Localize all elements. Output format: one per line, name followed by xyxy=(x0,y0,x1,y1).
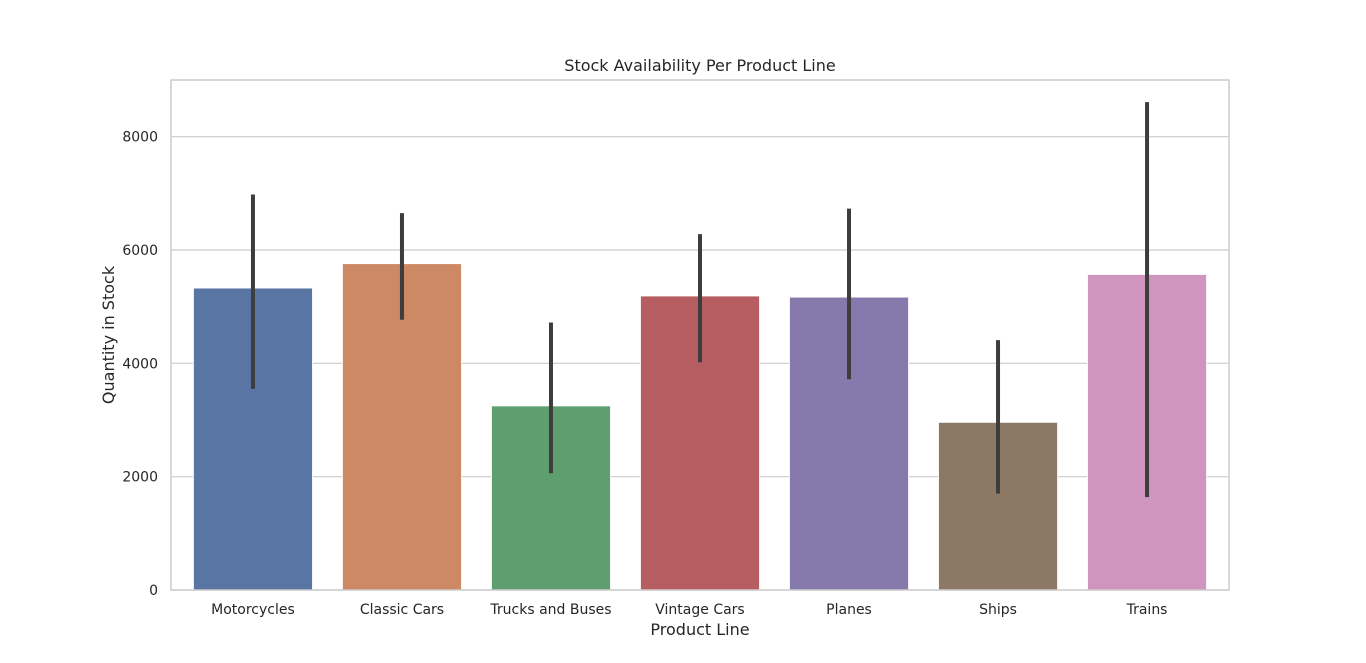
x-tick-label-4: Planes xyxy=(826,602,872,618)
x-tick-label-2: Trucks and Buses xyxy=(489,602,611,618)
x-tick-label-5: Ships xyxy=(979,602,1017,618)
x-tick-label-6: Trains xyxy=(1126,602,1168,618)
y-tick-label-4: 8000 xyxy=(122,130,158,146)
y-tick-labels: 0 2000 4000 6000 8000 xyxy=(122,130,158,599)
x-tick-label-0: Motorcycles xyxy=(211,602,295,618)
chart-title: Stock Availability Per Product Line xyxy=(564,56,835,75)
x-axis-label: Product Line xyxy=(650,620,749,639)
y-tick-label-3: 6000 xyxy=(122,243,158,259)
x-tick-label-3: Vintage Cars xyxy=(655,602,744,618)
y-axis-label: Quantity in Stock xyxy=(99,265,118,404)
x-tick-label-1: Classic Cars xyxy=(360,602,444,618)
y-tick-label-2: 4000 xyxy=(122,356,158,372)
y-tick-label-1: 2000 xyxy=(122,470,158,486)
y-tick-label-0: 0 xyxy=(149,583,158,599)
x-tick-labels: Motorcycles Classic Cars Trucks and Buses V… xyxy=(211,602,1167,618)
